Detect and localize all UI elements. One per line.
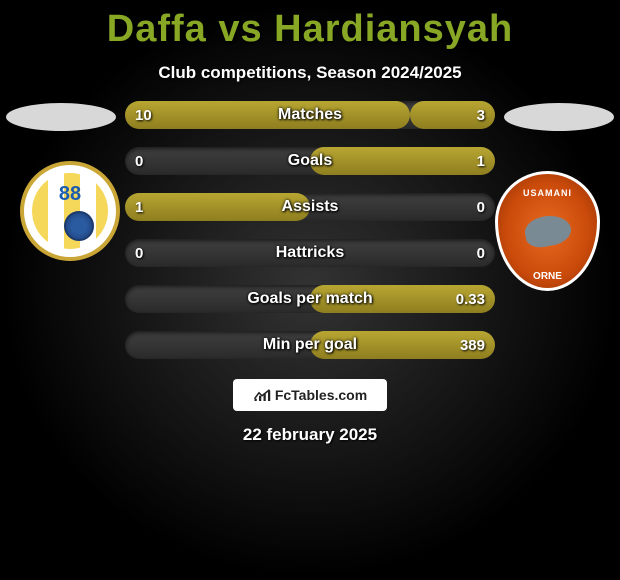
attribution-text: FcTables.com <box>275 387 367 403</box>
player-right-shadow <box>504 103 614 131</box>
stat-label: Assists <box>125 193 495 221</box>
player-left-shadow <box>6 103 116 131</box>
dolphin-icon <box>522 212 573 250</box>
club-badge-left-number: 88 <box>59 183 81 206</box>
page-title: Daffa vs Hardiansyah <box>0 0 620 51</box>
stat-label: Goals per match <box>125 285 495 313</box>
subtitle: Club competitions, Season 2024/2025 <box>0 63 620 83</box>
club-badge-left-inner: 88 <box>32 173 108 249</box>
soccer-ball-icon <box>64 211 94 241</box>
club-badge-right-bottom-text: ORNE <box>533 271 562 282</box>
stat-row: 10Assists <box>125 193 495 221</box>
stat-row: 01Goals <box>125 147 495 175</box>
stat-label: Hattricks <box>125 239 495 267</box>
stat-row: 103Matches <box>125 101 495 129</box>
attribution-badge: FcTables.com <box>233 379 387 411</box>
stat-label: Min per goal <box>125 331 495 359</box>
date-label: 22 february 2025 <box>0 425 620 445</box>
stat-label: Goals <box>125 147 495 175</box>
stats-bars: 103Matches 01Goals 10Assists 00Hattricks 0.3… <box>125 101 495 359</box>
chart-icon <box>253 388 271 402</box>
stat-row: 389Min per goal <box>125 331 495 359</box>
stat-row: 0.33Goals per match <box>125 285 495 313</box>
stat-row: 00Hattricks <box>125 239 495 267</box>
club-badge-left: 88 <box>20 161 120 261</box>
stat-label: Matches <box>125 101 495 129</box>
club-badge-right: USAMANI ORNE <box>495 171 600 291</box>
club-badge-right-top-text: USAMANI <box>523 188 572 198</box>
comparison-container: 88 USAMANI ORNE 103Matches 01Goals 10Assis… <box>0 101 620 359</box>
